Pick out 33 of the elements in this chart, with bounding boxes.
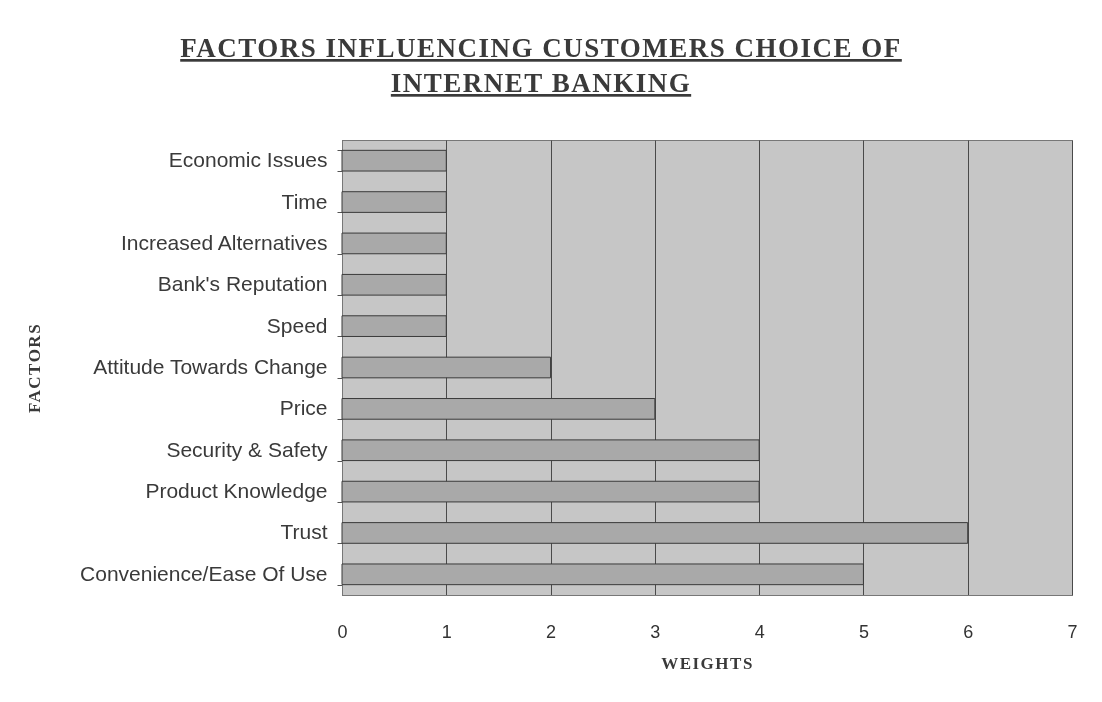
bar: [341, 191, 447, 213]
y-tick-label: Bank's Reputation: [157, 272, 328, 296]
chart-title: FACTORS INFLUENCING CUSTOMERS CHOICE OF INTERNET BANKING: [180, 33, 902, 98]
x-tick-label: 7: [1067, 621, 1078, 642]
y-tick-label: Time: [281, 189, 328, 213]
bar: [341, 149, 447, 172]
y-tick-label: Convenience/Ease Of Use: [80, 561, 328, 585]
x-tick-label: 3: [650, 621, 661, 642]
y-tick-label: Attitude Towards Change: [93, 355, 328, 378]
bar: [341, 273, 447, 296]
y-tick-label: Speed: [266, 313, 328, 337]
bar: [341, 315, 447, 337]
x-tick-label: 5: [858, 621, 869, 642]
x-tick-label: 0: [337, 621, 348, 642]
bar: [341, 563, 864, 586]
x-tick-label: 4: [754, 621, 765, 642]
y-axis-title: FACTORS: [24, 322, 44, 414]
x-axis-title: WEIGHTS: [661, 653, 754, 673]
x-tick-label: 6: [963, 621, 974, 642]
y-tick-label: Security & Safety: [166, 437, 328, 461]
y-tick-label: Trust: [280, 520, 328, 544]
bar: [341, 522, 969, 544]
x-tick-label: 1: [441, 621, 452, 642]
bar: [341, 439, 760, 462]
bar: [341, 480, 760, 503]
y-tick-label: Economic Issues: [168, 148, 328, 172]
y-tick-label: Price: [279, 396, 328, 420]
x-tick-label: 2: [546, 621, 557, 642]
bar: [341, 232, 447, 255]
bar: [341, 398, 656, 420]
y-tick-label: Product Knowledge: [145, 479, 328, 503]
bar: [341, 356, 552, 379]
y-tick-label: Increased Alternatives: [120, 230, 328, 254]
